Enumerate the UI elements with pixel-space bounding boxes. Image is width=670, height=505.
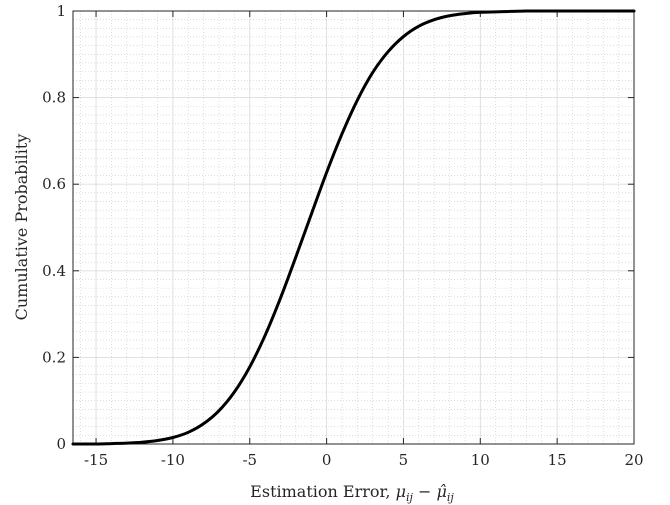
x-tick-label: 5 [399,451,409,469]
x-tick-label: 0 [322,451,332,469]
minor-grid [73,11,634,444]
plot-area-frame [72,10,635,445]
x-tick-label: -5 [242,451,257,469]
x-axis-label: Estimation Error, μij − μ̂ij [250,482,454,504]
y-tick-label: 1 [56,2,66,20]
x-tick-label: 10 [471,451,490,469]
x-tick-label: -10 [161,451,185,469]
y-axis-label: Cumulative Probability [12,134,31,321]
x-tick-label: 20 [624,451,643,469]
x-tick-label: 15 [548,451,567,469]
y-tick-label: 0.2 [42,348,66,366]
tick-labels: -15 -10 -5 0 5 10 15 20 0 0.2 0.4 0.6 0.8 1 [42,2,643,469]
y-tick-label: 0.6 [42,175,66,193]
x-tick-label: -15 [84,451,108,469]
y-tick-label: 0.4 [42,262,66,280]
y-tick-label: 0 [56,435,66,453]
cdf-series-line [71,9,636,446]
y-tick-label: 0.8 [42,89,66,107]
